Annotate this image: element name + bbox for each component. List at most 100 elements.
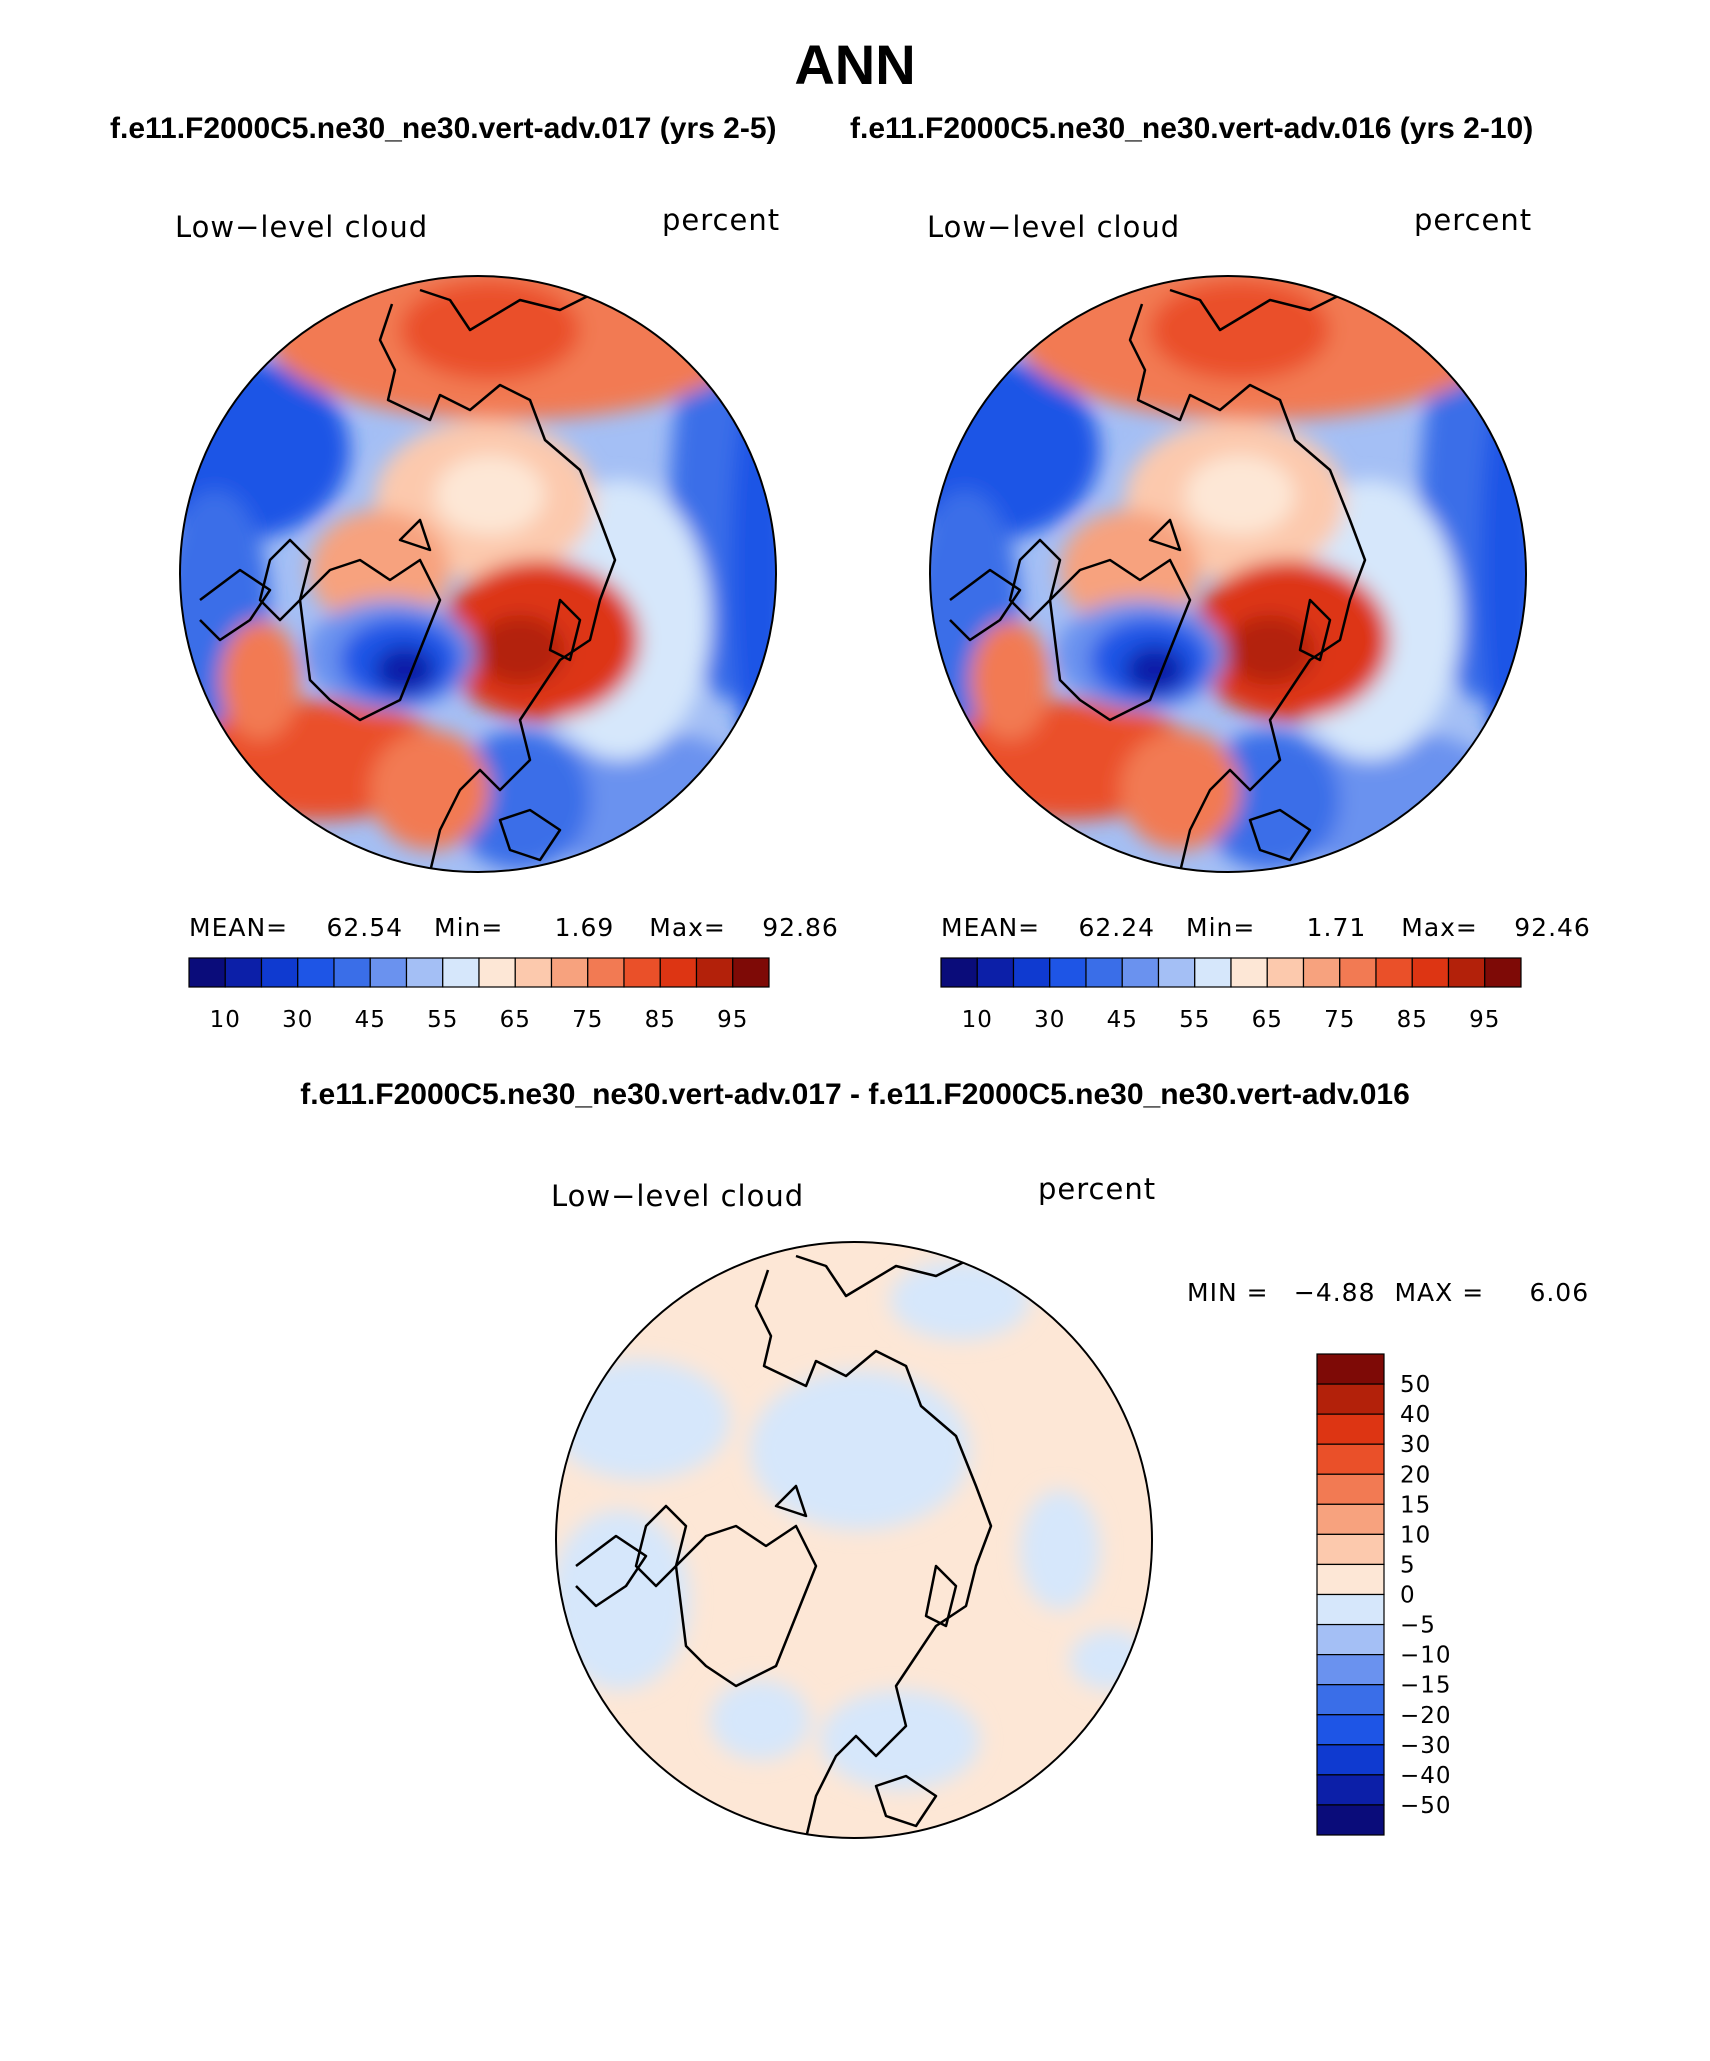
diff-panel-stats: MIN = −4.88 MAX = 6.06	[1187, 1278, 1589, 1307]
left-panel-stats: MEAN= 62.54 Min= 1.69 Max= 92.86	[189, 913, 839, 942]
max-label: Max=	[1401, 913, 1478, 942]
colorbar-swatch	[940, 957, 978, 988]
colorbar-swatch	[478, 957, 516, 988]
colorbar-swatch	[1316, 1533, 1385, 1566]
colorbar-swatch	[188, 957, 226, 988]
right-panel-variable-label: Low−level cloud	[927, 210, 1181, 244]
colorbar-swatch	[1049, 957, 1087, 988]
colorbar-swatch	[1316, 1383, 1385, 1415]
colorbar-tick-label: −15	[1400, 1673, 1452, 1699]
colorbar-tick-label: 75	[1324, 1007, 1355, 1033]
colorbar-tick-label: 40	[1400, 1402, 1431, 1428]
min-label: Min=	[434, 913, 504, 942]
colorbar-tick-label: −50	[1400, 1793, 1452, 1819]
colorbar-tick-label: 30	[282, 1007, 313, 1033]
colorbar-swatch	[1316, 1413, 1385, 1445]
colorbar-swatch	[587, 957, 625, 988]
colorbar-tick-label: 10	[1400, 1522, 1431, 1548]
colorbar-swatch	[1316, 1503, 1385, 1535]
colorbar-swatch	[1375, 957, 1413, 988]
colorbar-swatch	[1316, 1353, 1385, 1385]
colorbar-tick-label: 30	[1034, 1007, 1065, 1033]
left-panel-units-label: percent	[662, 203, 781, 237]
colorbar-swatch	[1411, 957, 1450, 988]
left-panel-variable-label: Low−level cloud	[175, 210, 429, 244]
colorbar-tick-label: −5	[1400, 1613, 1436, 1639]
left-panel-subtitle: f.e11.F2000C5.ne30_ne30.vert-adv.017 (yr…	[110, 112, 777, 145]
colorbar-swatch	[1302, 957, 1341, 988]
colorbar-tick-label: 55	[1179, 1007, 1210, 1033]
colorbar-swatch	[1316, 1684, 1385, 1716]
diff-panel-variable-label: Low−level cloud	[551, 1179, 805, 1213]
mean-label: MEAN=	[189, 913, 289, 942]
colorbar-tick-label: −30	[1400, 1733, 1452, 1759]
colorbar-tick-label: 55	[427, 1007, 458, 1033]
left-colorbar: 10 30 45 55 65 75 85 95	[188, 957, 770, 1033]
colorbar-swatch	[260, 957, 299, 988]
max-label: MAX =	[1394, 1278, 1485, 1307]
colorbar-tick-label: 50	[1400, 1372, 1431, 1398]
min-label: Min=	[1186, 913, 1256, 942]
diff-panel-units-label: percent	[1038, 1172, 1157, 1206]
mean-value: 62.54	[326, 913, 404, 942]
colorbar-swatch	[333, 957, 371, 988]
colorbar-tick-label: 45	[355, 1007, 386, 1033]
colorbar-swatch	[1085, 957, 1123, 988]
colorbar-swatch	[1316, 1714, 1385, 1746]
min-label: MIN =	[1187, 1278, 1269, 1307]
colorbar-swatch	[1339, 957, 1377, 988]
colorbar-swatch	[1484, 957, 1522, 988]
colorbar-tick-label: 0	[1400, 1583, 1416, 1609]
colorbar-swatch	[1316, 1563, 1385, 1596]
colorbar-swatch	[1447, 957, 1486, 988]
colorbar-swatch	[1230, 957, 1268, 988]
mean-label: MEAN=	[941, 913, 1041, 942]
difference-panel-title: f.e11.F2000C5.ne30_ne30.vert-adv.017 - f…	[300, 1078, 1410, 1111]
colorbar-swatch	[1316, 1804, 1385, 1836]
colorbar-swatch	[369, 957, 408, 988]
colorbar-swatch	[732, 957, 770, 988]
colorbar-swatch	[1316, 1473, 1385, 1505]
colorbar-tick-label: 15	[1400, 1492, 1431, 1518]
right-colorbar: 10 30 45 55 65 75 85 95	[940, 957, 1522, 1033]
left-map	[179, 275, 777, 873]
colorbar-swatch	[1194, 957, 1232, 988]
colorbar-swatch	[695, 957, 734, 988]
colorbar-tick-label: 10	[962, 1007, 993, 1033]
colorbar-swatch	[514, 957, 553, 988]
colorbar-swatch	[1157, 957, 1196, 988]
colorbar-swatch	[1121, 957, 1160, 988]
colorbar-swatch	[1012, 957, 1051, 988]
colorbar-swatch	[1316, 1593, 1385, 1626]
mean-value: 62.24	[1078, 913, 1156, 942]
colorbar-tick-label: −20	[1400, 1703, 1452, 1729]
colorbar-swatch	[1316, 1744, 1385, 1776]
colorbar-swatch	[1316, 1623, 1385, 1656]
max-label: Max=	[649, 913, 726, 942]
colorbar-tick-label: −40	[1400, 1763, 1452, 1789]
colorbar-tick-label: 20	[1400, 1462, 1431, 1488]
colorbar-swatch	[405, 957, 444, 988]
colorbar-tick-label: 75	[572, 1007, 603, 1033]
colorbar-tick-label: 95	[717, 1007, 748, 1033]
colorbar-swatch	[550, 957, 589, 988]
colorbar-swatch	[442, 957, 480, 988]
colorbar-tick-label: 10	[210, 1007, 241, 1033]
colorbar-tick-label: 65	[500, 1007, 531, 1033]
colorbar-swatch	[297, 957, 335, 988]
max-value: 6.06	[1529, 1278, 1590, 1307]
colorbar-swatch	[1316, 1774, 1385, 1806]
colorbar-swatch	[623, 957, 661, 988]
colorbar-tick-label: 30	[1400, 1432, 1431, 1458]
max-value: 92.46	[1514, 913, 1591, 942]
colorbar-swatch	[1316, 1443, 1385, 1475]
right-panel-stats: MEAN= 62.24 Min= 1.71 Max= 92.46	[941, 913, 1591, 942]
colorbar-swatch	[976, 957, 1015, 988]
colorbar-tick-label: 95	[1469, 1007, 1500, 1033]
colorbar-tick-label: 45	[1107, 1007, 1138, 1033]
right-map	[929, 275, 1527, 873]
colorbar-tick-label: 65	[1252, 1007, 1283, 1033]
colorbar-swatch	[1316, 1654, 1385, 1686]
